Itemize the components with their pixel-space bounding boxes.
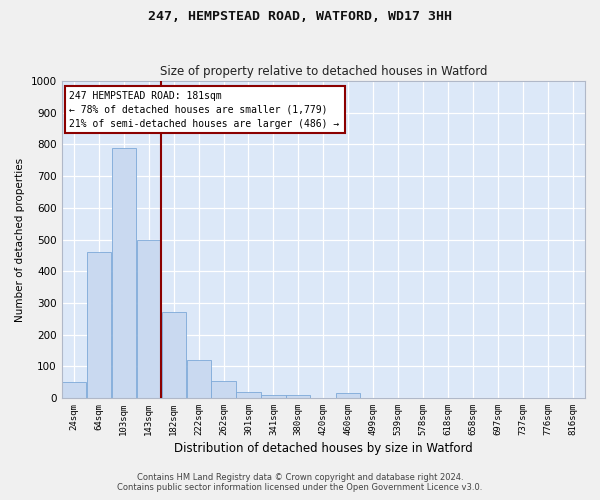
Bar [262,395,286,398]
Bar [137,240,161,398]
Bar [211,380,236,398]
Title: Size of property relative to detached houses in Watford: Size of property relative to detached ho… [160,66,487,78]
Y-axis label: Number of detached properties: Number of detached properties [15,158,25,322]
Bar [161,312,186,398]
Bar [286,395,310,398]
Bar [336,393,360,398]
Bar [112,148,136,398]
Bar [62,382,86,398]
Bar [87,252,111,398]
Text: 247, HEMPSTEAD ROAD, WATFORD, WD17 3HH: 247, HEMPSTEAD ROAD, WATFORD, WD17 3HH [148,10,452,23]
Text: 247 HEMPSTEAD ROAD: 181sqm
← 78% of detached houses are smaller (1,779)
21% of s: 247 HEMPSTEAD ROAD: 181sqm ← 78% of deta… [70,90,340,128]
Bar [236,392,260,398]
X-axis label: Distribution of detached houses by size in Watford: Distribution of detached houses by size … [174,442,473,455]
Text: Contains HM Land Registry data © Crown copyright and database right 2024.
Contai: Contains HM Land Registry data © Crown c… [118,473,482,492]
Bar [187,360,211,398]
